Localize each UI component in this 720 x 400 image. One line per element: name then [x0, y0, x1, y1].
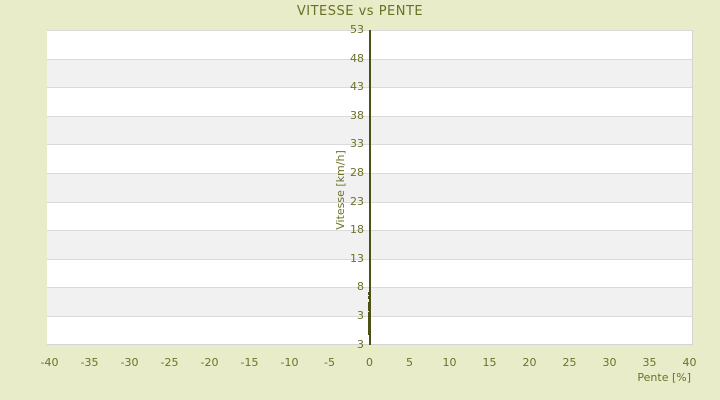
x-tick-label: 40: [682, 356, 697, 369]
chart-title: VITESSE vs PENTE: [296, 4, 424, 19]
x-tick-label: -20: [200, 356, 219, 369]
plot-area: [47, 30, 693, 345]
y-tick-label: 18: [350, 223, 364, 237]
plot-right-border: [692, 30, 693, 345]
y-tick-label: 53: [350, 23, 364, 36]
y-axis-line: [368, 30, 371, 345]
y-tick-label: 8: [357, 280, 364, 294]
x-tick-label: -30: [120, 356, 139, 369]
y-tick-label: 33: [350, 137, 364, 151]
x-tick-label: 15: [482, 356, 497, 369]
x-tick-label: -25: [160, 356, 179, 369]
data-point: [368, 307, 371, 311]
data-point: [368, 292, 371, 296]
y-tick-label: 48: [350, 51, 364, 65]
x-tick-label: -35: [80, 356, 99, 369]
x-tick-label: 35: [642, 356, 657, 369]
data-point: [368, 304, 371, 308]
x-tick-label: 30: [602, 356, 617, 369]
y-tick-label: 43: [350, 80, 364, 94]
data-point: [368, 313, 371, 317]
y-tick-label: 38: [350, 108, 364, 122]
x-tick-label: 25: [562, 356, 577, 369]
x-tick-label: 0: [366, 356, 373, 369]
x-tick-label: 10: [442, 356, 457, 369]
y-axis-bottom-label: 3: [357, 338, 364, 351]
data-point: [368, 301, 371, 305]
y-axis-title: Vitesse [km/h]: [334, 150, 347, 230]
data-point: [368, 312, 371, 316]
x-tick-label: -5: [324, 356, 335, 369]
y-tick-label: 23: [350, 194, 364, 208]
x-axis-title: Pente [%]: [637, 371, 691, 384]
x-tick-label: -40: [40, 356, 59, 369]
data-point: [368, 296, 371, 300]
data-point: [368, 331, 371, 335]
y-tick-label: 28: [350, 166, 364, 179]
x-tick-label: 5: [406, 356, 413, 369]
x-tick-label: -15: [240, 356, 259, 369]
x-tick-label: -10: [280, 356, 299, 369]
y-tick-label: 13: [350, 251, 364, 265]
y-tick-label: 3: [357, 309, 364, 322]
x-tick-label: 20: [522, 356, 537, 369]
